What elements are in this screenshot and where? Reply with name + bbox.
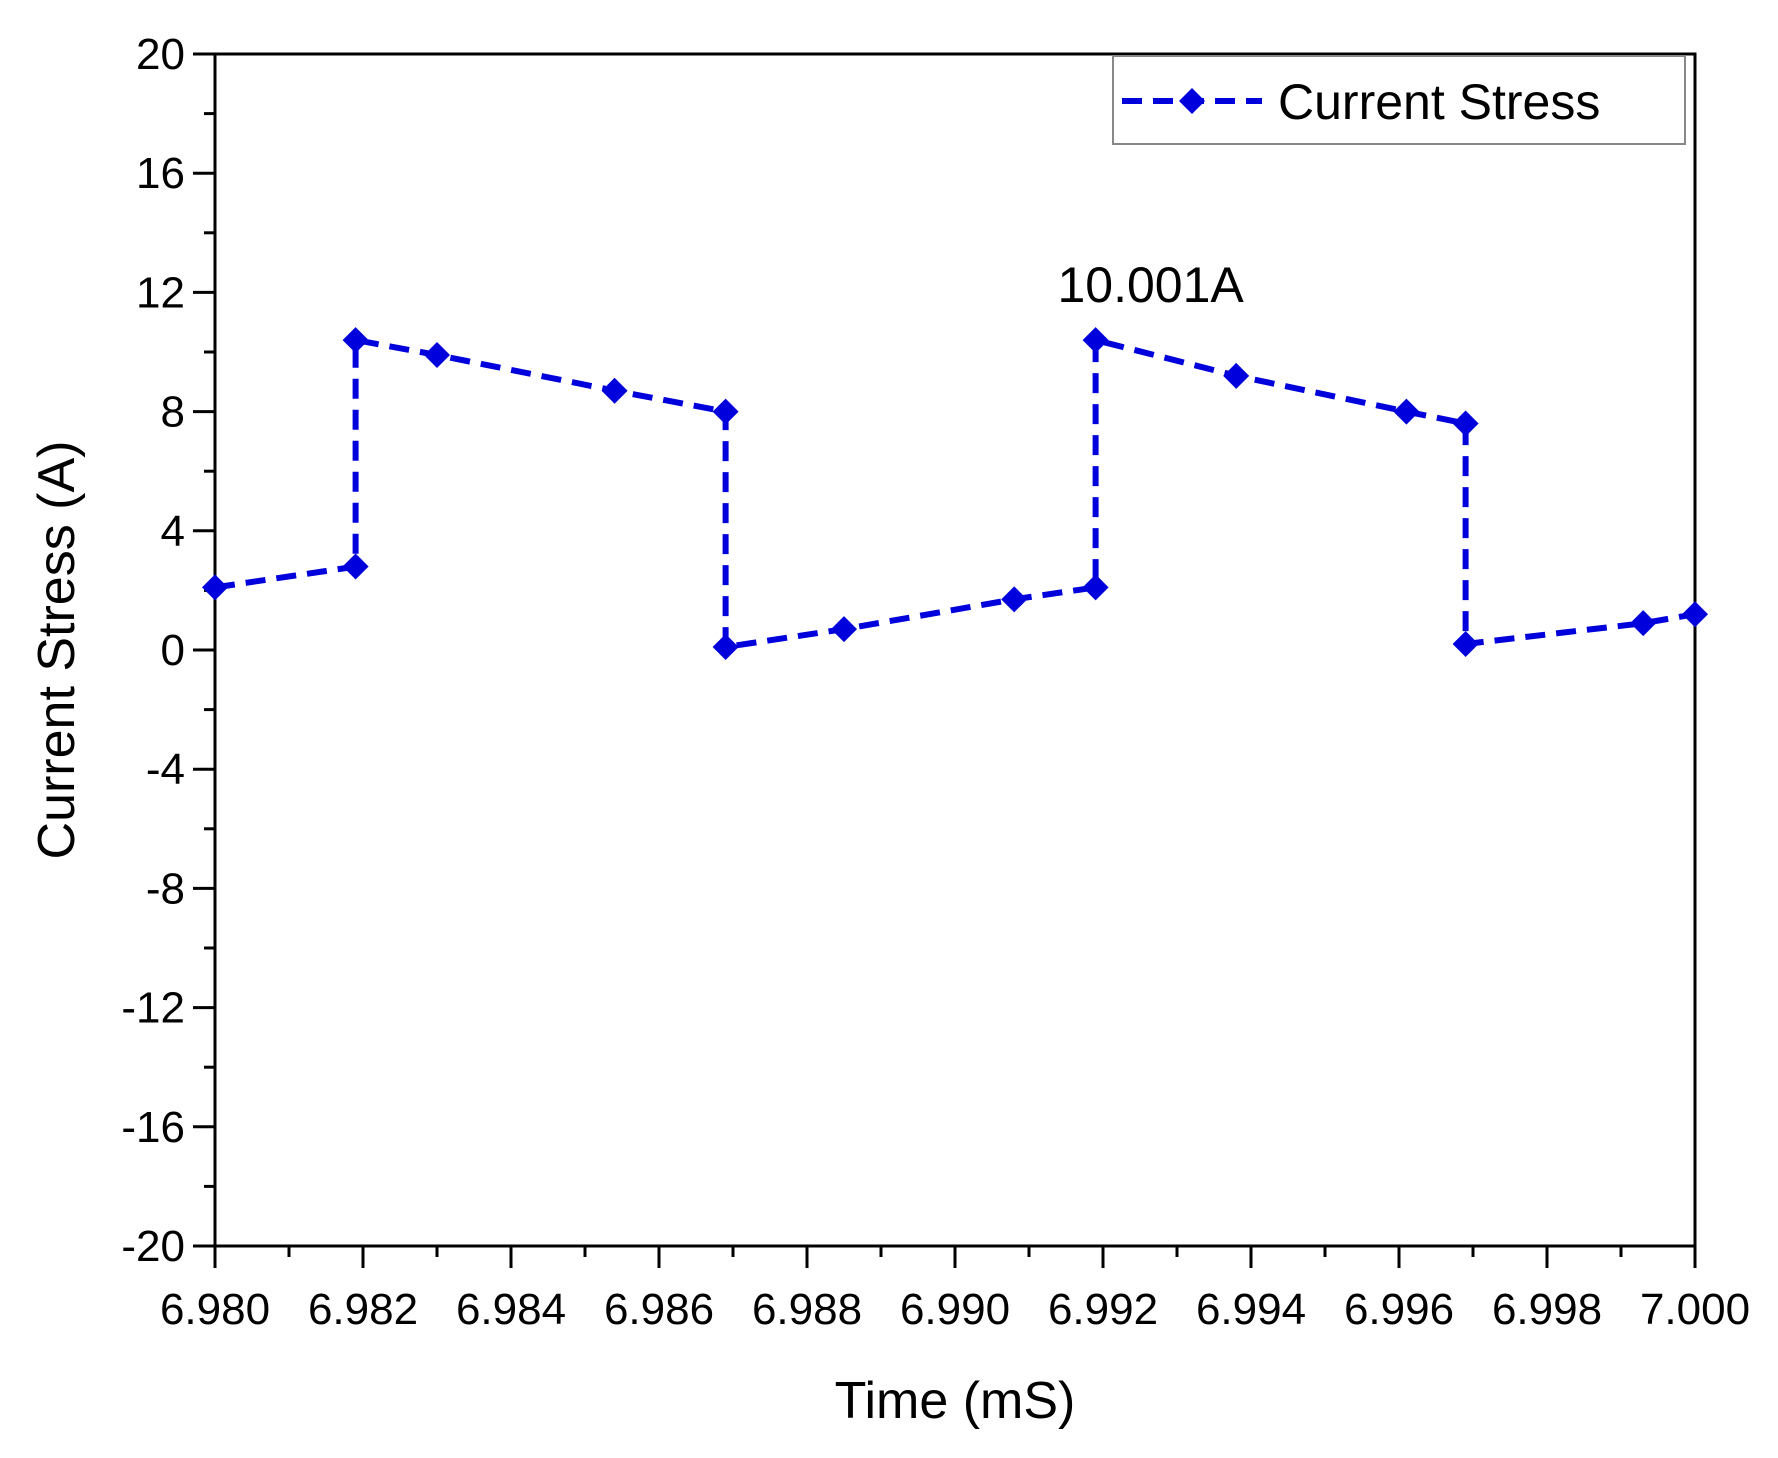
y-tick-label: -4 (146, 745, 185, 794)
x-tick-label: 6.998 (1492, 1285, 1602, 1334)
y-tick-label: 20 (136, 30, 185, 79)
y-tick-label: -20 (121, 1222, 185, 1271)
data-point-marker (1082, 574, 1109, 601)
data-point-marker (342, 327, 369, 354)
y-axis-title: Current Stress (A) (28, 441, 86, 860)
data-point-marker (1082, 327, 1109, 354)
data-point-marker (1393, 398, 1420, 425)
data-point-marker (1452, 410, 1479, 437)
x-tick-label: 6.996 (1344, 1285, 1454, 1334)
data-point-marker (1223, 362, 1250, 389)
x-axis: 6.980 6.982 6.984 6.986 6.988 6.990 6.992 6.994… (160, 1246, 1750, 1334)
x-tick-label: 6.982 (308, 1285, 418, 1334)
y-tick-label: -12 (121, 984, 185, 1033)
y-tick-label: 4 (161, 507, 185, 556)
legend-marker (1179, 88, 1205, 114)
x-tick-label: 6.986 (604, 1285, 714, 1334)
data-point-marker (1001, 586, 1028, 613)
data-point-marker (202, 574, 228, 601)
y-tick-label: -16 (121, 1103, 185, 1152)
x-tick-label: 7.000 (1640, 1285, 1750, 1334)
peak-annotation: 10.001A (1057, 257, 1244, 313)
x-tick-label: 6.994 (1196, 1285, 1306, 1334)
y-tick-label: 8 (161, 388, 185, 437)
legend-box (1112, 55, 1686, 145)
legend-label: Current Stress (1278, 74, 1600, 130)
x-tick-label: 6.988 (752, 1285, 862, 1334)
data-point-marker (831, 616, 857, 643)
data-point-marker (1452, 631, 1479, 658)
y-tick-label: 12 (136, 268, 185, 317)
x-tick-label: 6.992 (1048, 1285, 1158, 1334)
x-axis-title: Time (mS) (835, 1372, 1076, 1430)
y-axis: 20 16 12 8 4 0 -4 -8 -12 -16 -20 (121, 30, 215, 1271)
series-layer (202, 327, 1708, 661)
y-tick-label: 16 (136, 149, 185, 198)
plot-frame (213, 52, 1697, 1248)
data-point-marker (424, 341, 450, 368)
data-point-marker (1682, 601, 1708, 628)
x-tick-label: 6.990 (900, 1285, 1010, 1334)
x-tick-label: 6.980 (160, 1285, 270, 1334)
legend: Current Stress (1112, 55, 1686, 145)
data-point-marker (712, 398, 739, 425)
x-tick-label: 6.984 (456, 1285, 566, 1334)
data-point-marker (342, 553, 369, 580)
y-tick-label: -8 (146, 864, 185, 913)
data-point-marker (712, 634, 739, 661)
data-point-marker (601, 377, 628, 404)
data-point-marker (1630, 610, 1657, 637)
y-tick-label: 0 (161, 626, 185, 675)
